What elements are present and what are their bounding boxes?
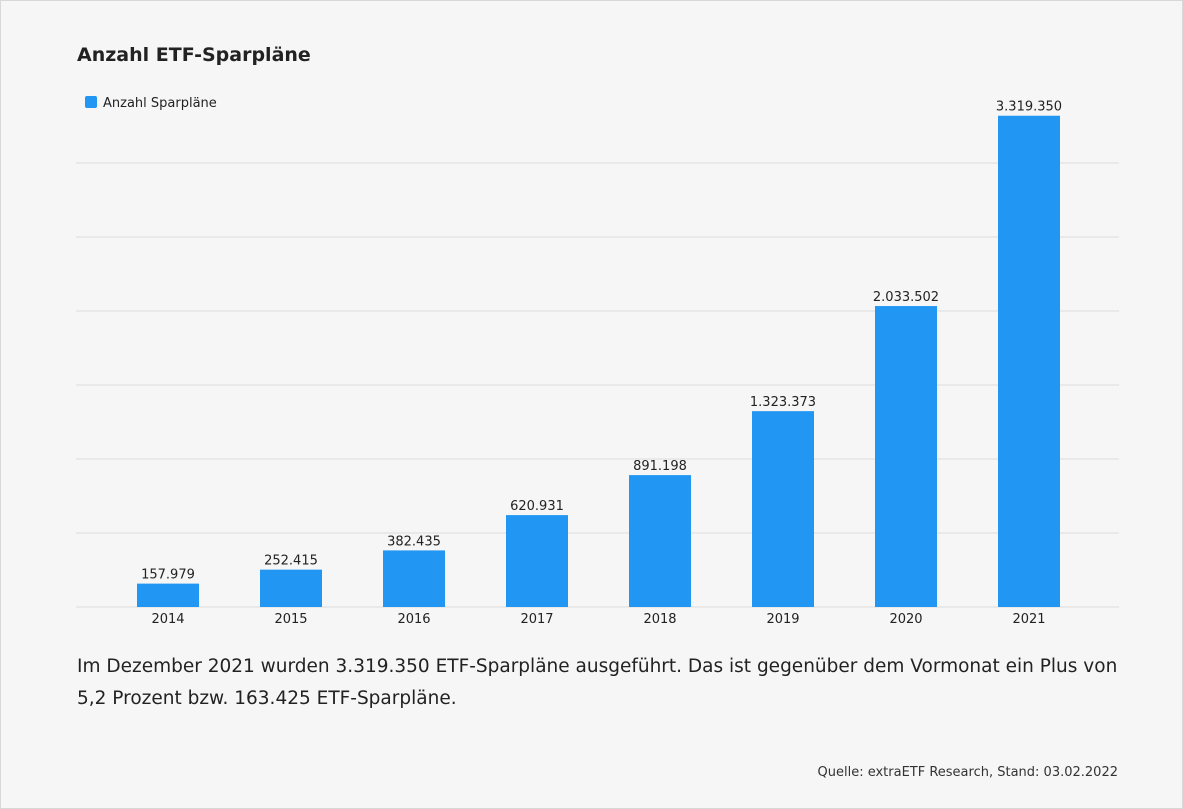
x-tick-label: 2014 [151,612,184,627]
description: Im Dezember 2021 wurden 3.319.350 ETF-Sp… [77,656,1118,709]
data-label: 157.979 [141,568,195,583]
x-tick-label: 2020 [889,612,922,627]
data-label: 3.319.350 [996,100,1062,115]
legend-label: Anzahl Sparpläne [103,96,217,111]
bar [875,306,937,607]
legend-swatch [85,96,97,108]
data-label: 891.198 [633,459,687,474]
bar [137,583,199,607]
data-label: 620.931 [510,499,564,514]
chart-title: Anzahl ETF-Sparpläne [77,44,311,66]
bar [752,411,814,607]
bar [383,550,445,607]
data-label: 1.323.373 [750,395,816,410]
x-tick-label: 2015 [274,612,307,627]
x-tick-label: 2021 [1012,612,1045,627]
x-tick-label: 2016 [397,612,430,627]
data-label: 252.415 [264,554,318,569]
data-label: 2.033.502 [873,290,939,305]
source: Quelle: extraETF Research, Stand: 03.02.… [817,765,1119,780]
x-tick-label: 2018 [643,612,676,627]
x-tick-label: 2019 [766,612,799,627]
x-tick-label: 2017 [520,612,553,627]
chart: Anzahl ETF-Sparpläne Anzahl Sparpläne 20… [76,44,1119,627]
bar [998,115,1060,607]
data-label: 382.435 [387,534,441,549]
bar [260,569,322,607]
bar [629,475,691,607]
bar [506,515,568,607]
